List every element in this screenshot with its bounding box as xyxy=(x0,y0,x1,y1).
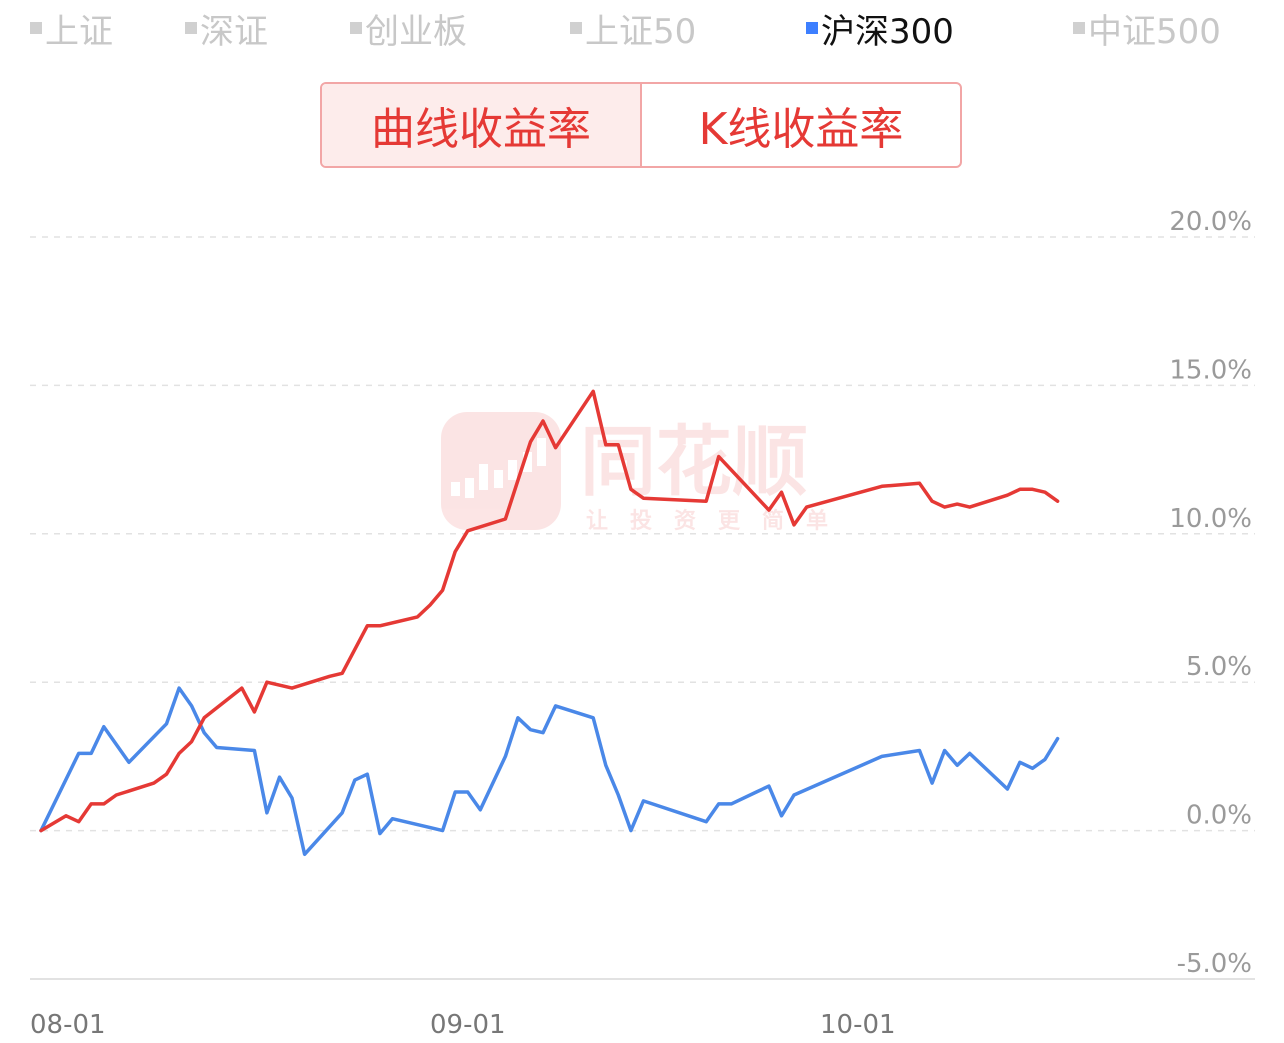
x-axis-ticks: 08-01 09-01 10-01 xyxy=(30,1010,896,1040)
legend-swatch xyxy=(350,22,362,34)
index-tab-chinext[interactable]: 创业板 xyxy=(350,8,467,52)
series-lines xyxy=(39,389,1060,857)
y-tick-label: 20.0% xyxy=(1169,207,1252,237)
y-tick-label: 10.0% xyxy=(1169,504,1252,534)
index-tab-sse[interactable]: 上证 xyxy=(30,8,113,52)
x-tick-label: 09-01 xyxy=(430,1010,506,1040)
index-tab-szse[interactable]: 深证 xyxy=(185,8,268,52)
index-tab-label: 上证50 xyxy=(585,11,697,52)
candlestick-icon xyxy=(451,438,546,498)
return-type-toggle: 曲线收益率 K线收益率 xyxy=(320,82,962,168)
watermark-slogan: 让投资更简单 xyxy=(586,508,850,534)
toggle-divider xyxy=(640,84,642,166)
legend-swatch xyxy=(806,22,818,34)
index-tab-csi500[interactable]: 中证500 xyxy=(1073,8,1221,52)
y-axis-ticks: 20.0% 15.0% 10.0% 5.0% 0.0% -5.0% xyxy=(1169,207,1252,979)
index-tab-csi300[interactable]: 沪深300 xyxy=(806,8,954,52)
y-tick-label: 0.0% xyxy=(1186,801,1252,831)
index-tab-sse50[interactable]: 上证50 xyxy=(570,8,696,52)
index-tab-label: 创业板 xyxy=(365,11,467,52)
index-tab-label: 沪深300 xyxy=(821,11,954,52)
watermark-brand: 同花顺 xyxy=(580,417,808,506)
index-tab-label: 上证 xyxy=(45,11,113,52)
series-line-blue xyxy=(39,686,1060,857)
y-tick-label: -5.0% xyxy=(1177,949,1252,979)
x-tick-label: 08-01 xyxy=(30,1010,106,1040)
grid xyxy=(30,236,1255,980)
legend-swatch xyxy=(30,22,42,34)
kline-return-label: K线收益率 xyxy=(698,104,904,155)
legend-swatch xyxy=(185,22,197,34)
y-tick-label: 5.0% xyxy=(1186,652,1252,682)
index-tab-label: 深证 xyxy=(200,11,268,52)
legend-swatch xyxy=(1073,22,1085,34)
kline-return-button[interactable]: K线收益率 xyxy=(642,84,960,166)
series-line-red xyxy=(39,389,1060,833)
curve-return-button[interactable]: 曲线收益率 xyxy=(322,84,640,166)
legend-swatch xyxy=(570,22,582,34)
curve-return-label: 曲线收益率 xyxy=(371,104,591,155)
y-tick-label: 15.0% xyxy=(1169,355,1252,385)
x-tick-label: 10-01 xyxy=(820,1010,896,1040)
index-selector: 上证 深证 创业板 上证50 沪深300 中证500 xyxy=(0,0,1284,60)
index-tab-label: 中证500 xyxy=(1088,11,1221,52)
